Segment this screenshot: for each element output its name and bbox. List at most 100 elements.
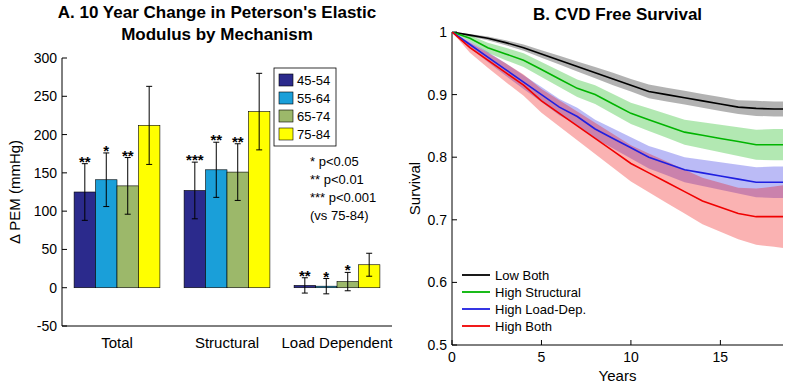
error-cap [213, 197, 219, 198]
plot-area [452, 32, 783, 248]
significance-label: * [103, 142, 109, 159]
error-cap [82, 220, 88, 221]
error-cap [345, 290, 351, 291]
y-tick-label: 100 [34, 203, 58, 219]
legend-line [462, 325, 490, 327]
y-tick-label: 0 [49, 280, 57, 296]
annotation: *** p<0.001 [310, 190, 376, 205]
error-cap [323, 293, 329, 294]
x-axis [452, 345, 783, 346]
chart-title: A. 10 Year Change in Peterson's Elastic M… [58, 3, 376, 44]
x-tick-label: 10 [623, 349, 639, 365]
y-tick-label: 1 [439, 24, 447, 40]
y-tick-label: 250 [34, 88, 58, 104]
x-tick-label: Load Dependent [282, 334, 394, 351]
annotation: * p<0.05 [310, 154, 359, 169]
y-tick [62, 172, 67, 173]
y-tick [62, 287, 67, 288]
confidence-band [452, 32, 783, 248]
title-line: A. 10 Year Change in Peterson's Elastic [58, 3, 376, 22]
y-tick [62, 96, 67, 97]
error-stem [237, 144, 238, 201]
x-tick [630, 340, 631, 345]
legend-label: 55-64 [297, 91, 330, 106]
y-tick-label: 150 [34, 165, 58, 181]
y-tick [452, 345, 457, 346]
legend-box [274, 68, 336, 146]
y-tick-label: 0.6 [428, 274, 448, 290]
x-tick-label: Total [101, 334, 133, 351]
legend-line [462, 308, 490, 310]
error-cap [256, 73, 262, 74]
error-stem [194, 162, 195, 219]
legend-label: 65-74 [297, 109, 330, 124]
x-axis [62, 326, 392, 327]
legend-label: 45-54 [297, 73, 330, 88]
y-tick [62, 134, 67, 135]
survival-line [452, 32, 783, 217]
y-tick-label: 50 [41, 241, 57, 257]
error-bar [82, 164, 88, 221]
y-axis [452, 32, 453, 345]
significance-label: ** [122, 147, 134, 164]
legend-line [462, 291, 490, 293]
y-tick-label: 300 [34, 50, 58, 66]
x-tick [720, 340, 721, 345]
y-tick [452, 157, 457, 158]
y-tick-label: 0.9 [428, 87, 448, 103]
x-tick-label: 0 [448, 349, 456, 365]
x-axis-label: Years [599, 367, 637, 384]
title-line: Modulus by Mechanism [121, 25, 313, 44]
significance-label: ** [79, 153, 91, 170]
legend-line [462, 274, 490, 276]
significance-label: ** [210, 131, 222, 148]
x-tick [541, 340, 542, 345]
y-tick-label: 200 [34, 127, 58, 143]
y-tick-label: 0.8 [428, 149, 448, 165]
error-stem [127, 158, 128, 215]
survival-line [452, 32, 783, 145]
error-stem [106, 153, 107, 207]
significance-label: *** [186, 151, 204, 168]
x-tick-label: 15 [713, 349, 729, 365]
error-bar [366, 253, 372, 276]
x-tick [452, 340, 453, 345]
error-bar [125, 158, 131, 215]
error-cap [146, 86, 152, 87]
legend-label: Low Both [495, 268, 549, 283]
y-tick-label: 0.7 [428, 212, 448, 228]
error-bar [256, 73, 262, 150]
error-stem [149, 86, 150, 164]
error-cap [256, 149, 262, 150]
error-stem [259, 73, 260, 150]
y-axis [62, 58, 63, 326]
significance-label: * [323, 268, 329, 285]
annotation: (vs 75-84) [310, 208, 369, 223]
legend-swatch [279, 110, 293, 122]
error-cap [125, 214, 131, 215]
error-stem [84, 164, 85, 221]
y-tick [62, 211, 67, 212]
y-tick [452, 219, 457, 220]
significance-label: ** [232, 133, 244, 150]
error-cap [302, 293, 308, 294]
legend-label: High Both [495, 319, 552, 334]
error-cap [366, 276, 372, 277]
error-bar [235, 144, 241, 201]
error-bar [103, 153, 109, 207]
figure: A. 10 Year Change in Peterson's Elastic M… [0, 0, 796, 389]
annotation: ** p<0.01 [310, 172, 364, 187]
error-stem [216, 142, 217, 197]
error-bar [192, 162, 198, 219]
y-tick-label: -50 [37, 318, 57, 334]
legend-label: 75-84 [297, 127, 330, 142]
error-cap [192, 218, 198, 219]
error-bar [213, 142, 219, 197]
error-stem [369, 253, 370, 276]
y-axis-label: Survival [406, 162, 423, 215]
error-cap [103, 206, 109, 207]
error-cap [366, 253, 372, 254]
error-cap [146, 164, 152, 165]
y-tick [62, 326, 67, 327]
legend-swatch [279, 128, 293, 140]
